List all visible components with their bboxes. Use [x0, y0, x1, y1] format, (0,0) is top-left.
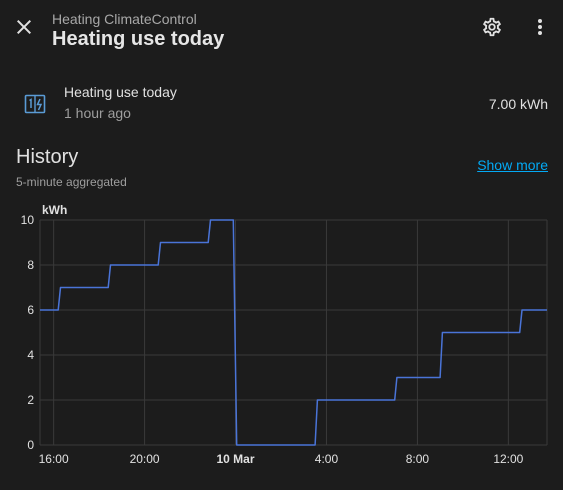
entity-row: Heating use today 1 hour ago 7.00 kWh — [0, 78, 563, 128]
entity-last-changed: 1 hour ago — [64, 105, 131, 121]
x-tick-label: 20:00 — [130, 452, 160, 466]
x-tick-label: 12:00 — [493, 452, 523, 466]
history-title: History — [16, 146, 79, 168]
history-subtitle: 5-minute aggregated — [16, 175, 127, 189]
entity-value: 7.00 kWh — [488, 96, 548, 112]
y-axis-label: kWh — [42, 203, 67, 217]
header-subtitle: Heating ClimateControl — [52, 11, 197, 27]
show-more-link[interactable]: Show more — [477, 157, 548, 173]
y-tick-label: 4 — [27, 348, 34, 362]
y-tick-label: 2 — [27, 393, 34, 407]
header-title: Heating use today — [52, 28, 225, 50]
gear-icon — [483, 17, 501, 37]
series-line — [40, 219, 547, 446]
y-tick-label: 6 — [27, 303, 34, 317]
x-tick-label: 10 Mar — [217, 452, 255, 466]
y-tick-label: 8 — [27, 258, 34, 272]
history-chart[interactable]: 0 2 4 6 8 10 16:00 20:00 10 Mar 4:00 8:00 12:00 kWh — [0, 200, 563, 490]
entity-name: Heating use today — [64, 84, 177, 100]
y-tick-label: 10 — [21, 213, 35, 227]
y-tick-label: 0 — [27, 438, 34, 452]
settings-button[interactable] — [472, 7, 512, 47]
close-icon — [17, 20, 31, 34]
x-tick-label: 8:00 — [406, 452, 430, 466]
meter-icon — [24, 94, 46, 114]
history-chart-svg: 0 2 4 6 8 10 16:00 20:00 10 Mar 4:00 8:00 12:00 kWh — [21, 203, 548, 466]
x-tick-label: 4:00 — [315, 452, 339, 466]
close-button[interactable] — [4, 7, 44, 47]
dialog-header: Heating ClimateControl Heating use today — [0, 0, 563, 60]
more-options-button[interactable] — [520, 7, 560, 47]
x-tick-label: 16:00 — [39, 452, 69, 466]
more-vertical-icon — [538, 19, 542, 35]
